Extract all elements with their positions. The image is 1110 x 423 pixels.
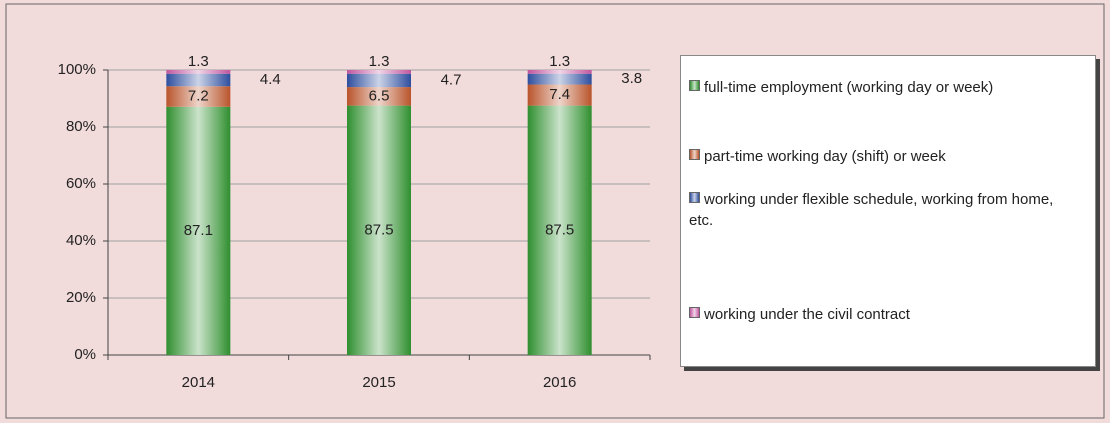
y-tick-label: 100% xyxy=(58,61,96,78)
x-tick-label: 2016 xyxy=(543,374,576,391)
data-label: 6.5 xyxy=(369,87,390,104)
y-tick-label: 40% xyxy=(66,232,96,249)
bar-segment xyxy=(347,70,411,74)
legend-swatch xyxy=(689,307,700,318)
legend: full-time employment (working day or wee… xyxy=(680,55,1096,367)
bar-segment xyxy=(166,86,231,107)
data-label: 7.4 xyxy=(549,86,570,103)
bar-segment xyxy=(166,106,231,355)
y-tick-label: 80% xyxy=(66,118,96,135)
legend-swatch xyxy=(689,80,700,91)
legend-label: working under the civil contract xyxy=(704,306,910,323)
y-tick-label: 0% xyxy=(74,346,96,363)
legend-swatch xyxy=(689,192,700,203)
legend-item: part-time working day (shift) or week xyxy=(689,146,1069,167)
bar-segment xyxy=(166,70,231,74)
bar-segment xyxy=(347,105,411,355)
legend-swatch xyxy=(689,149,700,160)
bar-segment xyxy=(347,73,411,88)
data-label: 1.3 xyxy=(188,53,209,70)
data-label: 4.4 xyxy=(260,71,281,88)
data-label: 87.5 xyxy=(364,221,393,238)
x-tick-label: 2014 xyxy=(182,374,215,391)
data-label: 3.8 xyxy=(621,70,642,87)
data-label: 4.7 xyxy=(441,71,462,88)
bar-segment xyxy=(166,73,231,87)
y-tick-label: 20% xyxy=(66,289,96,306)
legend-item: working under the civil contract xyxy=(689,304,1069,325)
legend-item: full-time employment (working day or wee… xyxy=(689,77,1069,98)
data-label: 1.3 xyxy=(369,53,390,70)
bar-segment xyxy=(527,73,592,85)
x-tick-label: 2015 xyxy=(362,374,395,391)
frame xyxy=(5,3,1105,419)
legend-label: working under flexible schedule, working… xyxy=(689,191,1054,229)
data-label: 87.5 xyxy=(545,221,574,238)
bar-segment xyxy=(527,70,592,74)
y-tick-label: 60% xyxy=(66,175,96,192)
data-label: 87.1 xyxy=(184,222,213,239)
bar-segment xyxy=(527,84,592,106)
legend-label: full-time employment (working day or wee… xyxy=(704,79,994,96)
bar-segment xyxy=(527,105,592,355)
data-label: 1.3 xyxy=(549,53,570,70)
legend-item: working under flexible schedule, working… xyxy=(689,189,1069,231)
data-label: 7.2 xyxy=(188,87,209,104)
legend-label: part-time working day (shift) or week xyxy=(704,148,946,165)
bar-segment xyxy=(347,87,411,106)
